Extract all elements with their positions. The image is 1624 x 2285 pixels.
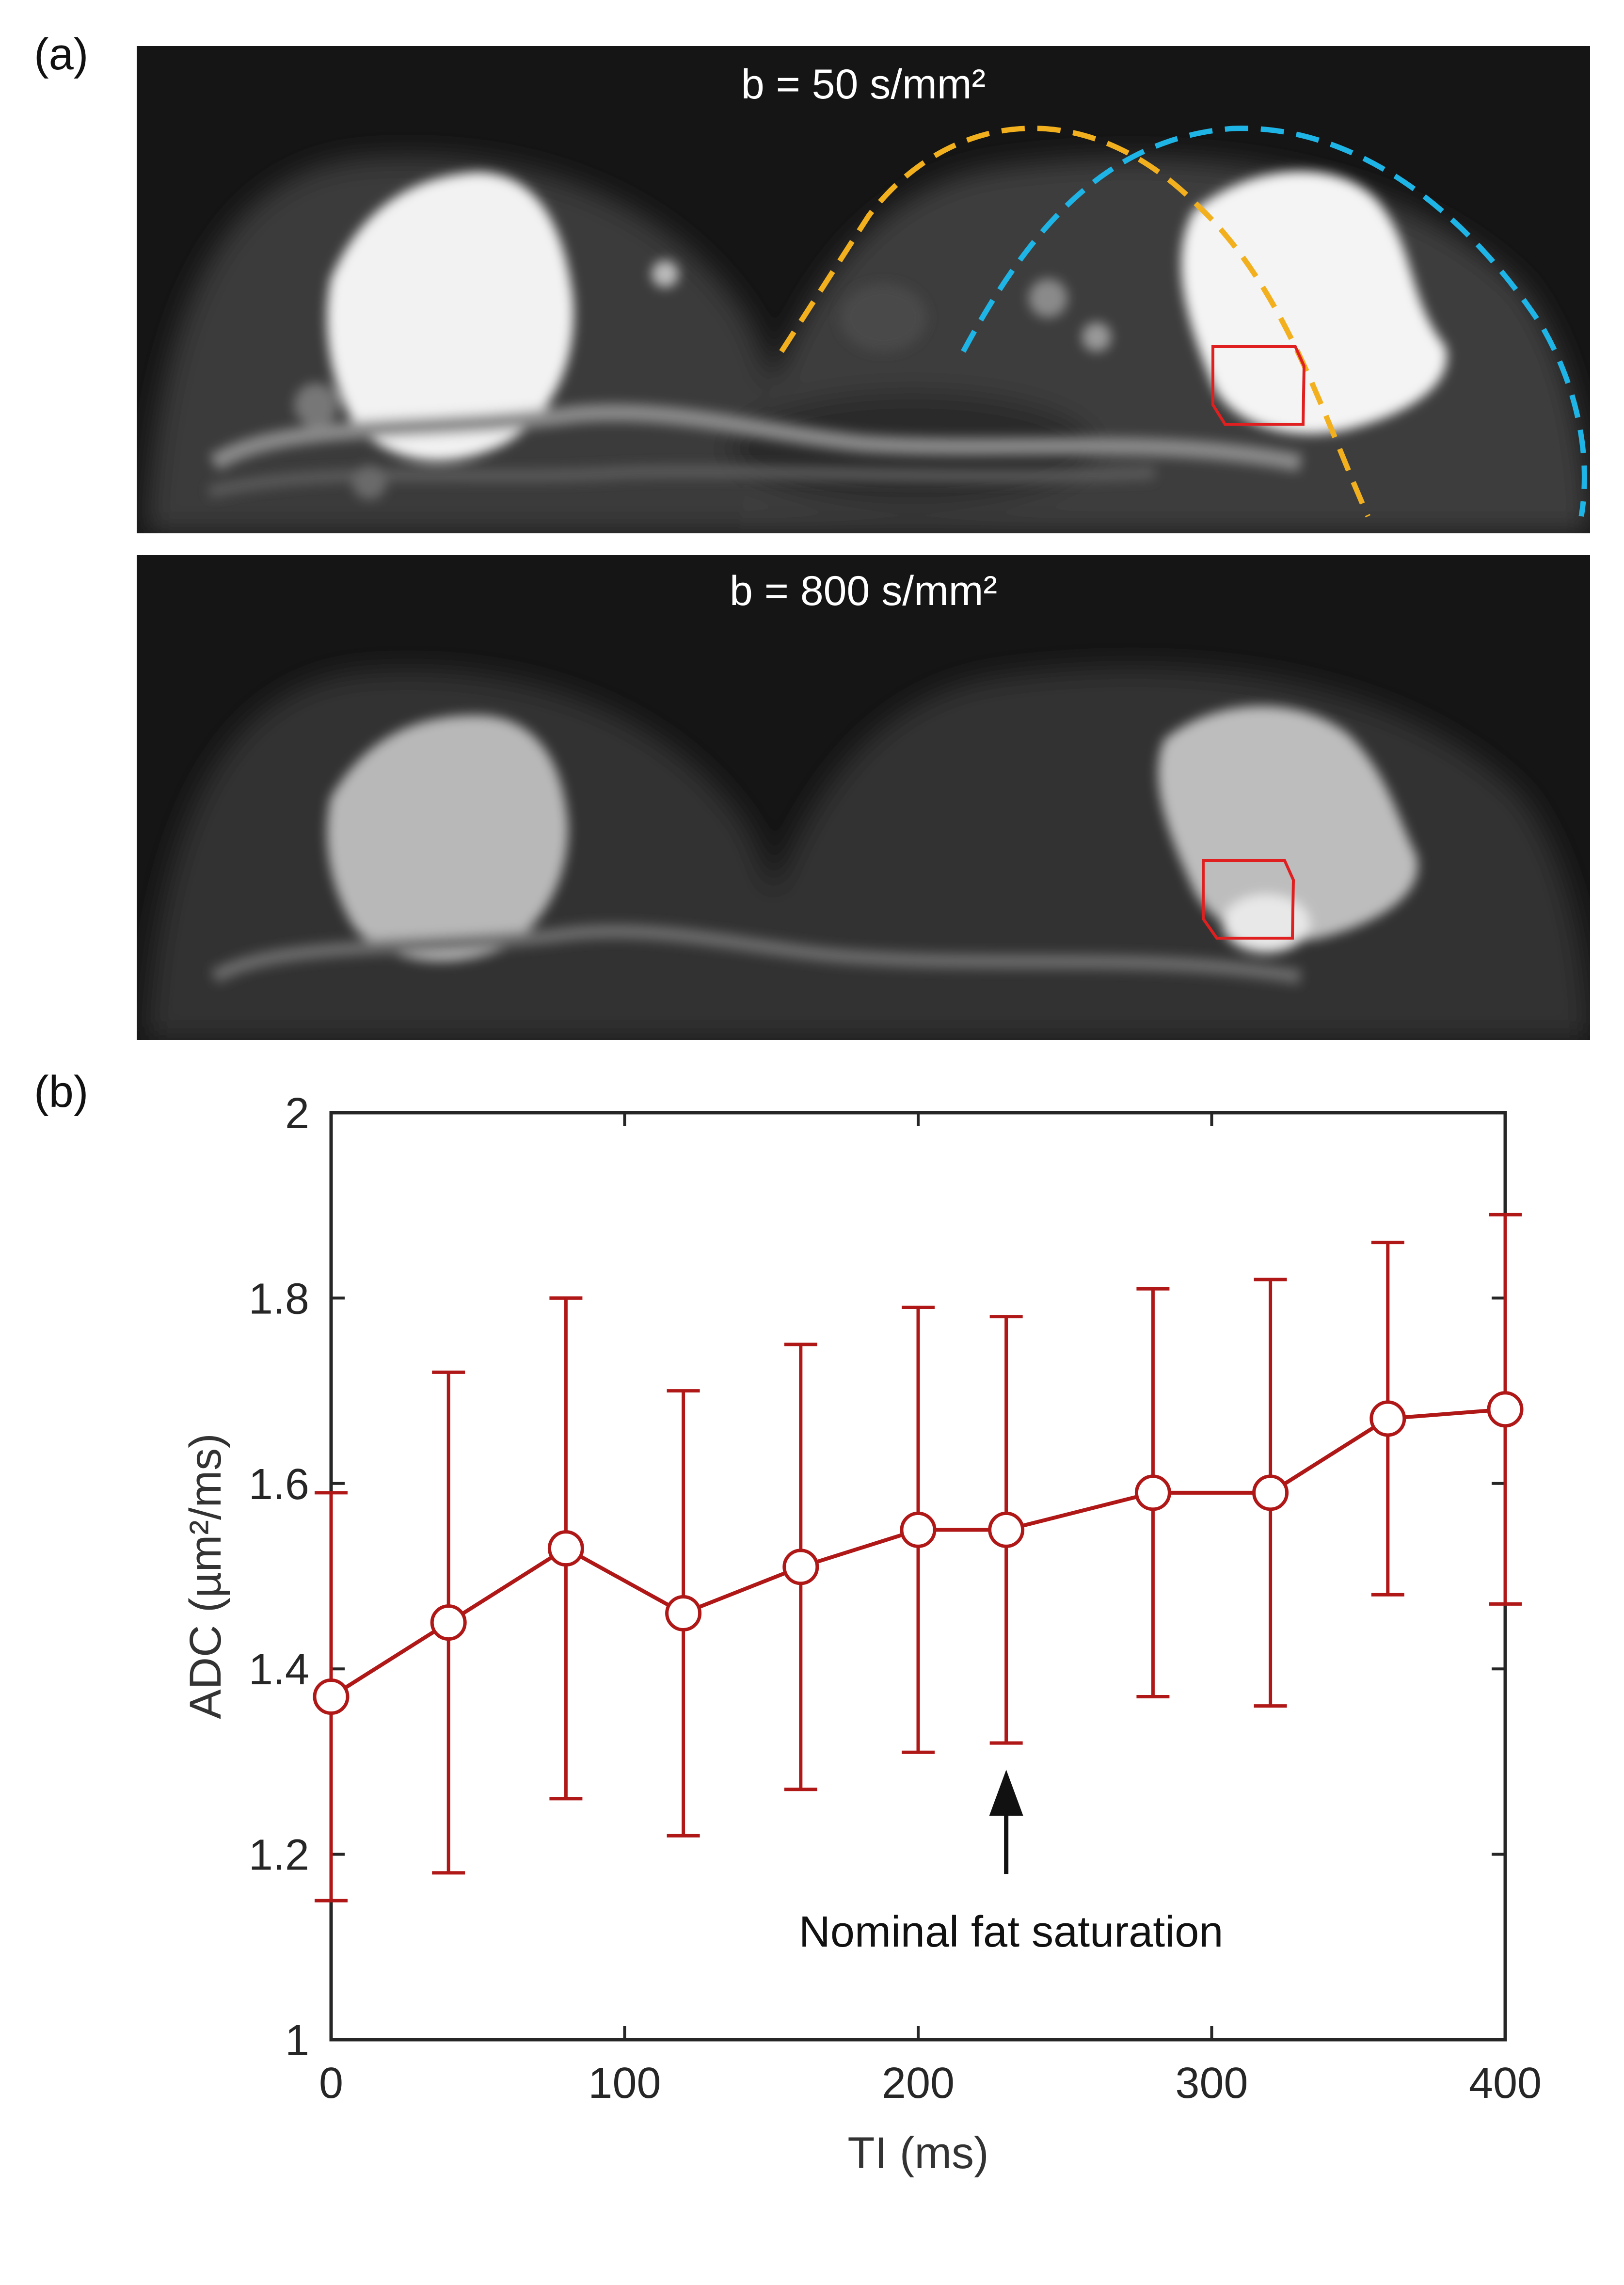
chart-annotation: Nominal fat saturation (799, 1770, 1223, 1956)
x-tick-label: 300 (1175, 2059, 1248, 2108)
orange-contour (779, 126, 1371, 518)
data-point (313, 1678, 350, 1715)
y-tick-label: 1 (285, 2016, 309, 2065)
data-point (665, 1595, 702, 1631)
y-axis-label: ADC (µm²/ms) (181, 1433, 230, 1719)
x-axis-label: TI (ms) (847, 2128, 988, 2178)
chart-series (313, 1213, 1524, 1902)
data-point (547, 1530, 584, 1567)
data-point (1487, 1391, 1524, 1428)
y-tick-label: 2 (285, 1089, 309, 1138)
annotation-arrowhead (989, 1770, 1023, 1816)
data-point (1134, 1474, 1171, 1511)
data-point (1369, 1400, 1406, 1437)
y-tick-label: 1.6 (249, 1460, 309, 1509)
y-tick-label: 1.2 (249, 1831, 309, 1880)
panel-label-b: (b) (34, 1067, 89, 1117)
x-tick-label: 400 (1469, 2059, 1542, 2108)
blue-contour (961, 126, 1587, 517)
data-point (430, 1604, 467, 1641)
data-point (782, 1549, 819, 1585)
mri-b50-label: b = 50 s/mm² (741, 61, 986, 108)
data-point (1252, 1474, 1289, 1511)
chart-axes: 0 100 200 300 400 1 1.2 1.4 1.6 1.8 2 (249, 1089, 1542, 2108)
x-tick-label: 200 (882, 2059, 955, 2108)
mri-b800-label: b = 800 s/mm² (729, 568, 998, 614)
annotation-label: Nominal fat saturation (799, 1908, 1223, 1956)
adc-vs-ti-chart: 0 100 200 300 400 1 1.2 1.4 1.6 1.8 2 Nominal fat … (181, 1089, 1542, 2178)
y-tick-label: 1.8 (249, 1275, 309, 1323)
data-point (900, 1511, 937, 1548)
y-tick-label: 1.4 (249, 1646, 309, 1694)
mri-b800-graphic (146, 667, 1590, 1040)
roi-b50 (1211, 345, 1306, 426)
x-tick-label: 100 (588, 2059, 661, 2108)
roi-b800 (1202, 859, 1295, 940)
panel-label-a: (a) (34, 30, 89, 79)
mri-image-b800: b = 800 s/mm² (137, 555, 1590, 1040)
mri-b50-graphic (146, 126, 1590, 533)
x-tick-label: 0 (319, 2059, 343, 2108)
data-point (988, 1511, 1025, 1548)
mri-image-b50: b = 50 s/mm² (137, 46, 1590, 533)
